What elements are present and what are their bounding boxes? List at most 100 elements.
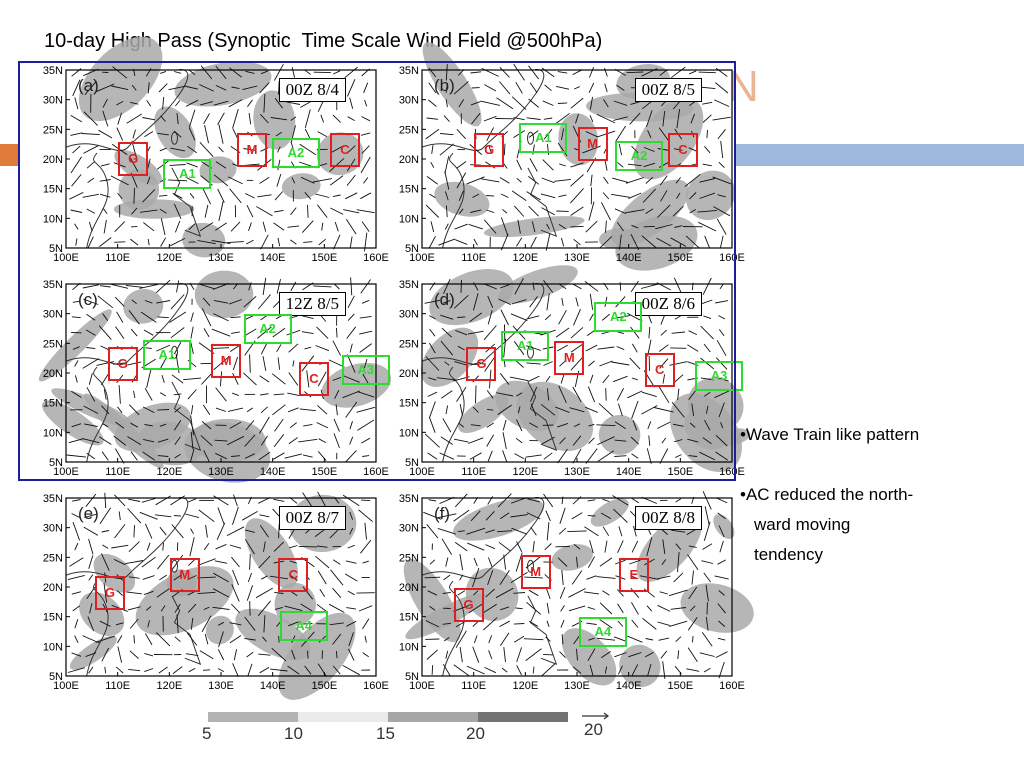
wind-vector	[513, 341, 525, 356]
wind-vector	[342, 390, 361, 399]
wind-vector	[273, 452, 285, 460]
wind-vector	[639, 575, 659, 580]
wind-vector	[133, 390, 136, 398]
lon-tick-label: 160E	[719, 680, 745, 692]
wind-vector	[601, 331, 611, 335]
wind-vector	[99, 237, 112, 247]
wind-vector	[598, 403, 614, 417]
wind-vector	[603, 99, 609, 108]
wind-vector	[472, 193, 480, 198]
lat-tick-label: 5N	[405, 243, 419, 255]
wind-vector	[573, 238, 581, 246]
wind-vector	[699, 192, 716, 199]
wind-vector	[230, 221, 241, 232]
lat-tick-label: 15N	[399, 184, 419, 196]
wind-vector	[713, 206, 731, 217]
wind-vector	[572, 283, 582, 290]
wind-vector	[439, 143, 454, 156]
shading-blob	[114, 402, 191, 452]
wind-vector	[287, 392, 300, 397]
system-label-a1: A1	[519, 123, 568, 154]
wind-vector	[157, 316, 169, 319]
wind-vector	[317, 405, 328, 415]
wind-vector	[274, 98, 283, 109]
coastline	[442, 366, 465, 463]
wind-vector	[689, 192, 697, 200]
wind-vector	[313, 285, 332, 288]
wind-vector	[72, 605, 81, 612]
wind-vector	[317, 663, 327, 677]
wind-vector	[189, 449, 195, 464]
wind-vector	[589, 115, 594, 123]
wind-vector	[511, 190, 527, 201]
wind-vector	[116, 101, 124, 106]
wind-vector	[203, 328, 210, 338]
wind-vector	[543, 128, 553, 140]
wind-vector	[74, 223, 79, 230]
wind-vector	[315, 555, 330, 569]
wind-vector	[349, 421, 353, 430]
wind-vector	[133, 635, 135, 644]
wind-vector	[524, 576, 543, 579]
lat-tick-label: 30N	[43, 309, 63, 321]
wind-vector	[131, 299, 137, 305]
wind-vector	[202, 669, 211, 671]
wind-vector	[513, 117, 525, 121]
wind-vector	[303, 241, 313, 243]
wind-vector	[497, 493, 512, 508]
wind-vector	[718, 620, 726, 627]
wind-vector	[702, 543, 713, 550]
wind-vector	[245, 239, 254, 245]
wind-vector	[278, 635, 280, 643]
system-label-a2: A2	[271, 138, 320, 169]
wind-vector	[201, 373, 213, 385]
wind-vector	[468, 437, 484, 444]
lon-tick-label: 140E	[616, 680, 642, 692]
wind-vector	[442, 591, 451, 594]
wind-vector	[275, 315, 282, 320]
panel-timestamp: 12Z 8/5	[278, 292, 346, 316]
wind-vector	[201, 308, 212, 327]
wind-vector	[631, 602, 639, 615]
wind-vector	[212, 606, 230, 610]
wind-vector	[173, 574, 182, 581]
wind-vector	[342, 375, 360, 383]
wind-vector	[546, 293, 550, 311]
wind-vector	[717, 603, 726, 614]
wind-vector	[277, 146, 281, 153]
wind-vector	[670, 66, 686, 79]
wind-vector	[599, 619, 613, 629]
wind-vector	[458, 422, 464, 428]
wind-vector	[332, 633, 342, 645]
wind-vector	[719, 540, 724, 553]
wind-vector	[528, 130, 539, 138]
wind-vector	[631, 664, 639, 676]
wind-vector	[499, 66, 510, 78]
system-label-m: M	[237, 133, 267, 168]
wind-vector	[557, 142, 568, 157]
wind-vector	[467, 542, 485, 551]
wind-vector	[473, 557, 478, 567]
wind-vector	[584, 526, 599, 537]
wind-vector	[488, 144, 493, 155]
wind-vector	[187, 603, 197, 613]
wind-vector	[444, 361, 450, 366]
wind-vector	[360, 539, 372, 554]
wind-vector	[101, 530, 110, 533]
lon-tick-label: 140E	[260, 466, 286, 478]
shading-blob	[278, 612, 356, 700]
wind-vector	[273, 393, 285, 396]
wind-vector	[333, 70, 341, 75]
wind-vector	[561, 128, 565, 140]
wind-vector	[613, 100, 628, 106]
wind-vector	[86, 208, 96, 214]
wind-vector	[585, 131, 598, 138]
wind-vector	[304, 192, 312, 200]
wind-vector	[187, 389, 197, 400]
lon-tick-label: 160E	[719, 252, 745, 264]
wind-vector	[104, 666, 107, 674]
wind-vector	[183, 377, 202, 381]
wind-vector	[657, 621, 671, 627]
wind-vector	[189, 537, 195, 557]
wind-vector	[190, 326, 194, 339]
